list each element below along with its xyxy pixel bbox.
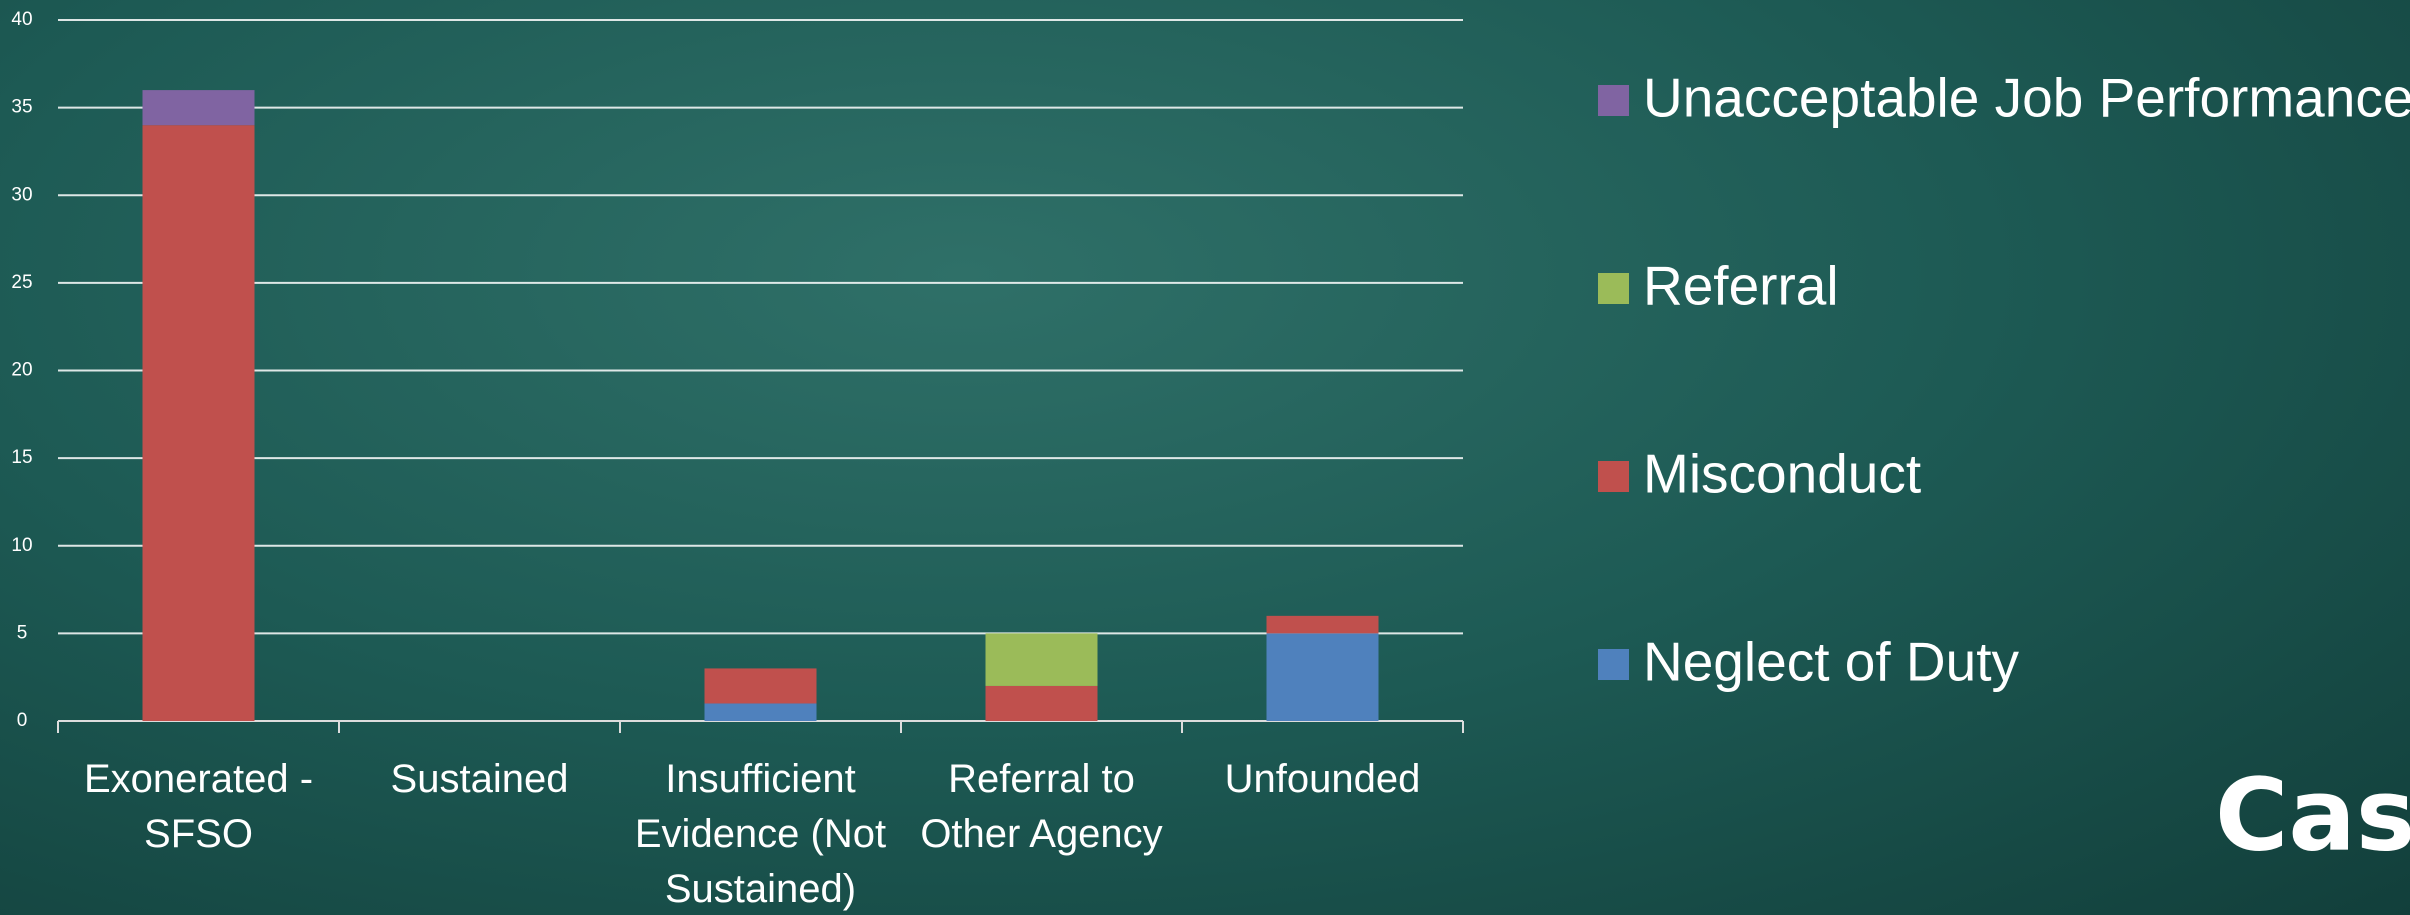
page: 0 5 10 15 20 25 30 35 40 Neglect of Duty Misconduc…: [0, 0, 2410, 915]
y-tick-label: 20: [11, 360, 32, 381]
slide-title: Cas: [2215, 756, 2410, 873]
bar-segment: [143, 125, 255, 721]
x-tick-label: Unfounded: [1188, 752, 1458, 807]
x-tick-label: Exonerated - SFSO: [64, 752, 334, 862]
y-tick-label: 35: [11, 97, 32, 118]
legend-label: Referral: [1643, 255, 1839, 317]
bar-segment: [1267, 633, 1379, 721]
legend-swatch: [1598, 649, 1629, 680]
y-tick-label: 15: [11, 447, 32, 468]
bar-segment: [143, 90, 255, 125]
legend-swatch: [1598, 273, 1629, 304]
legend-swatch: [1598, 85, 1629, 116]
legend-swatch: [1598, 461, 1629, 492]
x-tick-label: Sustained: [345, 752, 615, 807]
bar-segment: [705, 668, 817, 703]
y-tick-label: 0: [17, 710, 28, 731]
y-tick-label: 25: [11, 272, 32, 293]
legend-label: Unacceptable Job Performance: [1643, 67, 2410, 129]
legend-label: Neglect of Duty: [1643, 631, 2020, 693]
legend-label: Misconduct: [1643, 443, 1921, 505]
y-tick-label: 40: [11, 9, 32, 30]
bar-segment: [986, 686, 1098, 721]
bar-segment: [986, 633, 1098, 686]
x-tick-label: Referral to Other Agency: [907, 752, 1177, 862]
bar-segment: [1267, 616, 1379, 634]
y-tick-label: 10: [11, 535, 32, 556]
y-tick-label: 5: [17, 622, 28, 643]
x-tick-label: Insufficient Evidence (Not Sustained): [626, 752, 896, 915]
y-tick-label: 30: [11, 184, 32, 205]
bar-segment: [705, 703, 817, 721]
